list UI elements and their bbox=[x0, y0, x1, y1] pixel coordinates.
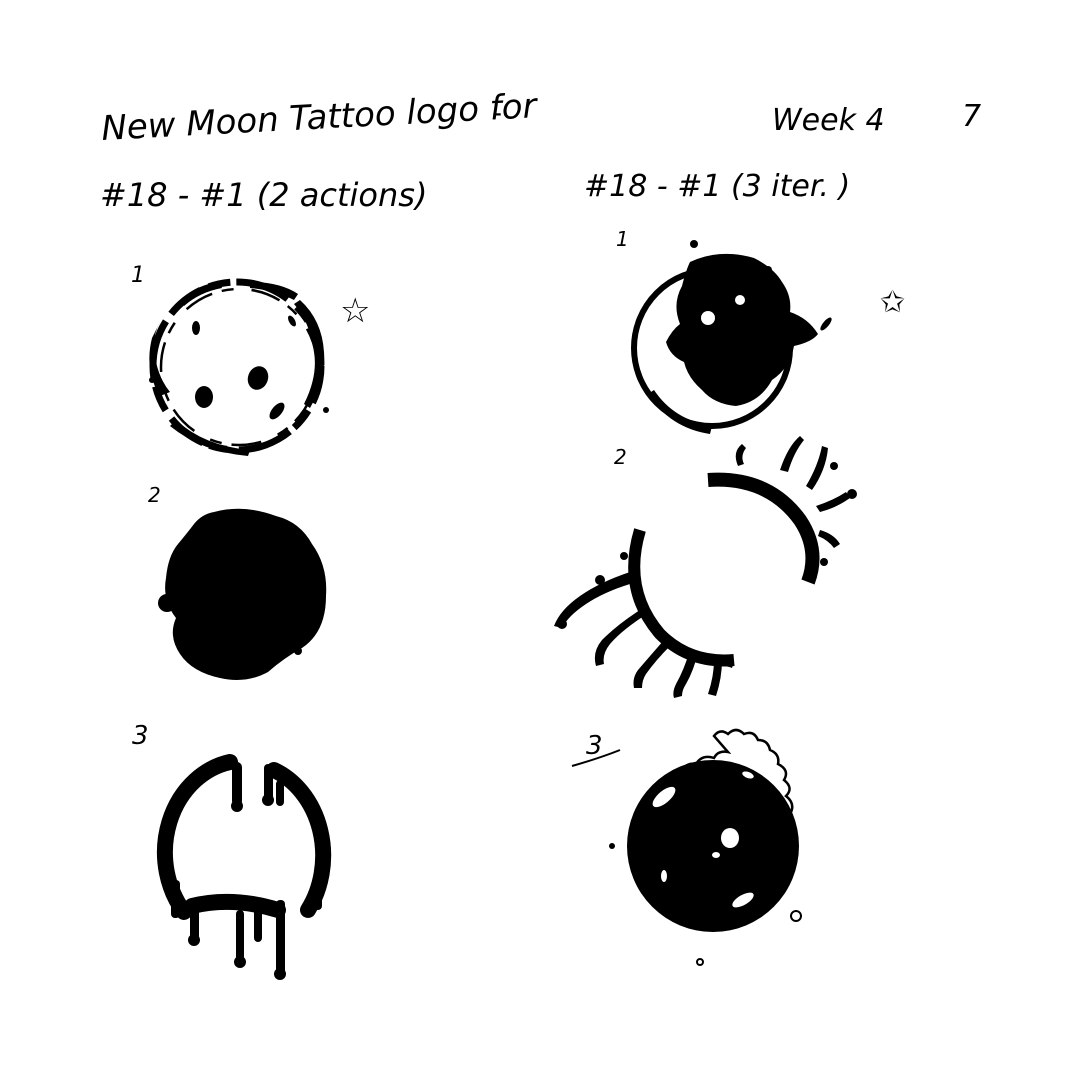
moon-with-aura-drawing bbox=[609, 728, 802, 966]
week-label: Week 4 bbox=[772, 103, 885, 138]
title-dash: - bbox=[492, 96, 502, 129]
left-sketch-1: 1 ☆ bbox=[131, 263, 370, 456]
left-sketch-3: 3 bbox=[132, 721, 332, 980]
sketch-number: 2 bbox=[148, 483, 161, 507]
sketch-number: 3 bbox=[132, 721, 149, 751]
page-header: New Moon Tattoo logo for - Week 4 7 bbox=[100, 86, 981, 149]
star-icon: ☆ bbox=[340, 291, 370, 331]
right-sketch-3: 3 bbox=[571, 728, 802, 966]
sketch-number: 1 bbox=[131, 263, 145, 288]
splatter-moon-drawing bbox=[631, 240, 832, 434]
solid-blob-moon-drawing bbox=[158, 508, 327, 680]
right-sketch-1: 1 ✩ bbox=[616, 227, 905, 434]
cracked-moon-ring-drawing bbox=[149, 278, 329, 456]
star-icon: ✩ bbox=[880, 285, 905, 320]
splash-crescents-drawing bbox=[554, 436, 857, 698]
dripping-moon-ring-drawing bbox=[156, 754, 332, 980]
sketch-number: 2 bbox=[614, 445, 627, 469]
sketch-number: 1 bbox=[616, 227, 629, 251]
sketch-number-underline bbox=[571, 749, 621, 767]
page-number: 7 bbox=[962, 99, 981, 134]
right-sketch-2: 2 bbox=[554, 436, 857, 698]
left-column-heading: #18 - #1 (2 actions) bbox=[100, 176, 427, 214]
page-title: New Moon Tattoo logo for bbox=[100, 86, 539, 149]
sketch-number: 3 bbox=[586, 731, 603, 761]
left-sketch-2: 2 bbox=[148, 483, 327, 680]
right-column-heading: #18 - #1 (3 iter. ) bbox=[584, 169, 850, 204]
